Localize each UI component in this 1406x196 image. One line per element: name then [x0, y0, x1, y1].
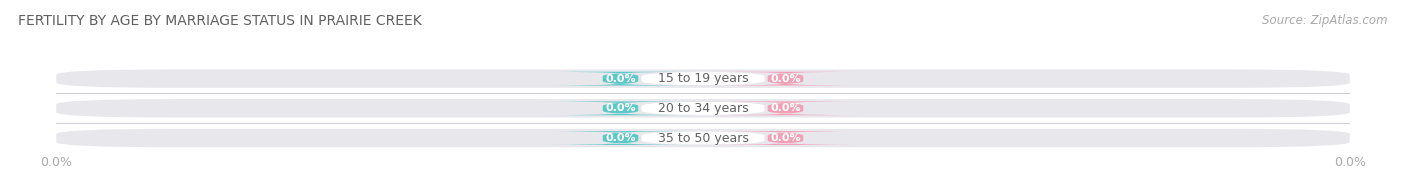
Text: 0.0%: 0.0%	[770, 74, 801, 84]
FancyBboxPatch shape	[56, 99, 1350, 118]
FancyBboxPatch shape	[541, 102, 700, 115]
Text: 0.0%: 0.0%	[770, 103, 801, 113]
FancyBboxPatch shape	[706, 102, 865, 115]
Text: FERTILITY BY AGE BY MARRIAGE STATUS IN PRAIRIE CREEK: FERTILITY BY AGE BY MARRIAGE STATUS IN P…	[18, 14, 422, 28]
Text: 0.0%: 0.0%	[605, 74, 636, 84]
FancyBboxPatch shape	[56, 69, 1350, 88]
FancyBboxPatch shape	[541, 72, 700, 85]
Text: 0.0%: 0.0%	[605, 103, 636, 113]
Text: 15 to 19 years: 15 to 19 years	[658, 72, 748, 85]
Text: 0.0%: 0.0%	[605, 133, 636, 143]
FancyBboxPatch shape	[541, 131, 700, 145]
FancyBboxPatch shape	[706, 131, 865, 145]
FancyBboxPatch shape	[56, 129, 1350, 147]
FancyBboxPatch shape	[641, 131, 765, 145]
Text: 35 to 50 years: 35 to 50 years	[658, 132, 748, 144]
Legend: Married, Unmarried: Married, Unmarried	[613, 194, 793, 196]
Text: 20 to 34 years: 20 to 34 years	[658, 102, 748, 115]
Text: 0.0%: 0.0%	[770, 133, 801, 143]
Text: Source: ZipAtlas.com: Source: ZipAtlas.com	[1263, 14, 1388, 27]
FancyBboxPatch shape	[641, 72, 765, 85]
FancyBboxPatch shape	[641, 102, 765, 115]
FancyBboxPatch shape	[706, 72, 865, 85]
